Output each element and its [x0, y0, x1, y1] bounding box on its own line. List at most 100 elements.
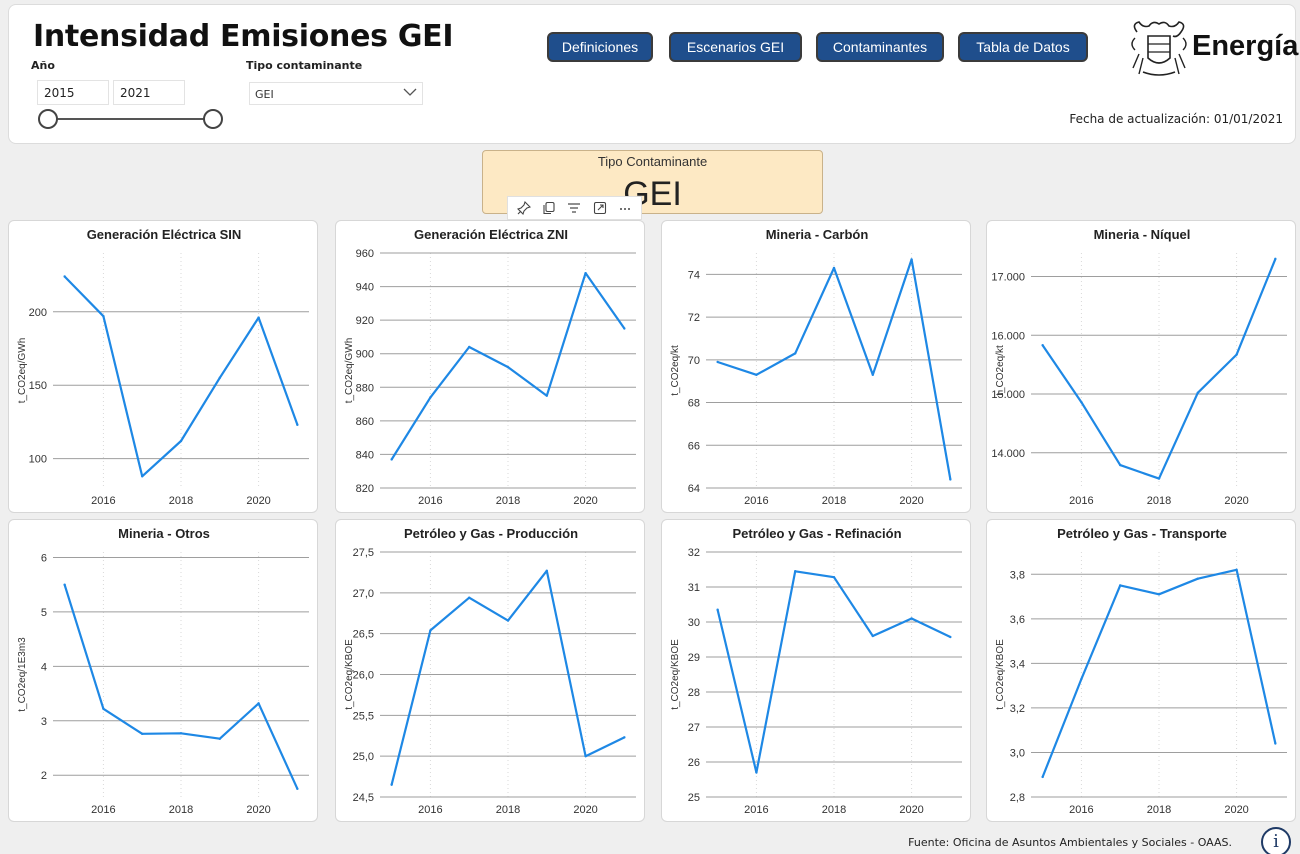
x-tick-label: 2016 [418, 495, 442, 507]
escenarios-gei-button[interactable]: Escenarios GEI [669, 32, 802, 62]
year-from-input[interactable]: 2015 [37, 80, 109, 105]
y-tick-label: 15.000 [991, 389, 1025, 401]
chart-generacion-sin[interactable]: Generación Eléctrica SIN 100 150 200 2016 201… [8, 220, 318, 513]
year-slider-start-handle[interactable] [38, 109, 58, 129]
y-tick-label: 70 [688, 355, 700, 367]
x-tick-label: 2018 [496, 495, 520, 507]
y-axis-label: t_CO2eq/KBOE [995, 639, 1006, 710]
y-tick-label: 26,5 [353, 629, 374, 641]
data-point [1196, 577, 1199, 580]
y-tick-label: 4 [41, 661, 47, 673]
data-point [506, 365, 510, 369]
y-tick-label: 3,2 [1010, 703, 1025, 715]
y-tick-label: 150 [29, 380, 47, 392]
focus-mode-icon[interactable] [590, 199, 610, 217]
data-point [910, 617, 913, 620]
tabla-de-datos-button[interactable]: Tabla de Datos [958, 32, 1088, 62]
x-tick-label: 2020 [246, 495, 270, 507]
x-tick-label: 2016 [91, 804, 115, 816]
y-tick-label: 25 [688, 792, 700, 804]
data-point [1080, 677, 1083, 681]
year-slider-end-handle[interactable] [203, 109, 223, 129]
y-tick-label: 72 [688, 312, 700, 324]
definiciones-button[interactable]: Definiciones [547, 32, 653, 62]
y-axis-label: t_CO2eq/KBOE [344, 639, 355, 710]
data-point [794, 570, 797, 573]
data-point [141, 475, 144, 478]
data-point [179, 439, 183, 443]
y-tick-label: 2,8 [1010, 792, 1025, 804]
y-tick-label: 28 [688, 687, 700, 699]
data-point [1274, 742, 1277, 745]
y-tick-label: 27 [688, 722, 700, 734]
info-button[interactable]: i [1261, 827, 1291, 854]
card-caption: Tipo Contaminante [597, 154, 708, 169]
y-tick-label: 30 [688, 617, 700, 629]
y-tick-label: 16.000 [991, 330, 1025, 342]
x-tick-label: 2020 [246, 804, 270, 816]
chart-mineria-niquel[interactable]: Mineria - Níquel 14.000 15.000 16.000 17.000… [986, 220, 1296, 513]
data-point [716, 608, 719, 611]
y-tick-label: 32 [688, 547, 700, 559]
data-point [468, 596, 471, 599]
y-axis-label: t_CO2eq/KBOE [670, 639, 681, 710]
filter-icon[interactable] [564, 199, 584, 217]
y-tick-label: 860 [356, 416, 374, 428]
chart-mineria-carbon[interactable]: Mineria - Carbón 64 66 68 70 72 74 2016 2018 2020… [661, 220, 971, 513]
type-dropdown[interactable]: GEI [249, 82, 423, 105]
chart-petroleo-refinacion[interactable]: Petróleo y Gas - Refinación 25 26 27 28 29 30 3… [661, 519, 971, 822]
data-point [949, 478, 952, 481]
copy-icon[interactable] [539, 199, 559, 217]
data-point [832, 266, 836, 270]
x-tick-label: 2018 [1147, 804, 1171, 816]
data-point [63, 583, 66, 586]
x-tick-label: 2018 [169, 495, 193, 507]
y-axis-label: t_CO2eq/kt [670, 345, 681, 396]
x-tick-label: 2016 [1069, 804, 1093, 816]
x-tick-label: 2020 [899, 495, 923, 507]
year-slider-track[interactable] [47, 118, 213, 120]
y-tick-label: 29 [688, 652, 700, 664]
data-point [1157, 593, 1161, 596]
more-options-icon[interactable] [615, 199, 635, 217]
pin-icon[interactable] [514, 199, 534, 217]
y-tick-label: 17.000 [991, 272, 1025, 284]
y-tick-label: 3 [41, 716, 47, 728]
data-point [584, 271, 587, 275]
y-tick-label: 920 [356, 315, 374, 327]
data-point [1274, 257, 1277, 261]
data-point [1041, 344, 1044, 347]
x-tick-label: 2020 [1224, 495, 1248, 507]
y-tick-label: 74 [688, 269, 700, 281]
data-point [584, 754, 587, 758]
x-tick-label: 2018 [496, 804, 520, 816]
data-point [1235, 353, 1238, 356]
chart-generacion-zni[interactable]: Generación Eléctrica ZNI 820 840 860 880 900 9… [335, 220, 645, 513]
data-point [1235, 568, 1238, 572]
data-point [429, 629, 432, 632]
year-to-input[interactable]: 2021 [113, 80, 185, 105]
y-tick-label: 100 [29, 454, 47, 466]
chart-mineria-otros[interactable]: Mineria - Otros 2 3 4 5 6 2016 2018 2020 t_CO2eq/… [8, 519, 318, 822]
x-tick-label: 2016 [1069, 495, 1093, 507]
x-tick-label: 2016 [744, 804, 768, 816]
y-tick-label: 26,0 [353, 670, 374, 682]
x-tick-label: 2018 [1147, 495, 1171, 507]
data-point [623, 736, 626, 739]
y-tick-label: 880 [356, 382, 374, 394]
y-axis-label: t_CO2eq/1E3m3 [17, 637, 28, 712]
page-title: Intensidad Emisiones GEI [33, 19, 454, 54]
data-point [257, 316, 260, 319]
tipo-contaminante-card: Tipo Contaminante GEI [482, 150, 823, 214]
contaminantes-button[interactable]: Contaminantes [816, 32, 944, 62]
data-point [1080, 401, 1083, 404]
chart-petroleo-produccion[interactable]: Petróleo y Gas - Producción 24,5 25,0 25,5 2… [335, 519, 645, 822]
data-point [257, 702, 260, 705]
chart-petroleo-transporte[interactable]: Petróleo y Gas - Transporte 2,8 3,0 3,2 3,4 3… [986, 519, 1296, 822]
x-tick-label: 2016 [744, 495, 768, 507]
x-tick-label: 2018 [822, 804, 846, 816]
coat-of-arms-icon [1131, 21, 1187, 76]
y-tick-label: 26 [688, 757, 700, 769]
y-tick-label: 64 [688, 483, 700, 495]
y-tick-label: 14.000 [991, 448, 1025, 460]
